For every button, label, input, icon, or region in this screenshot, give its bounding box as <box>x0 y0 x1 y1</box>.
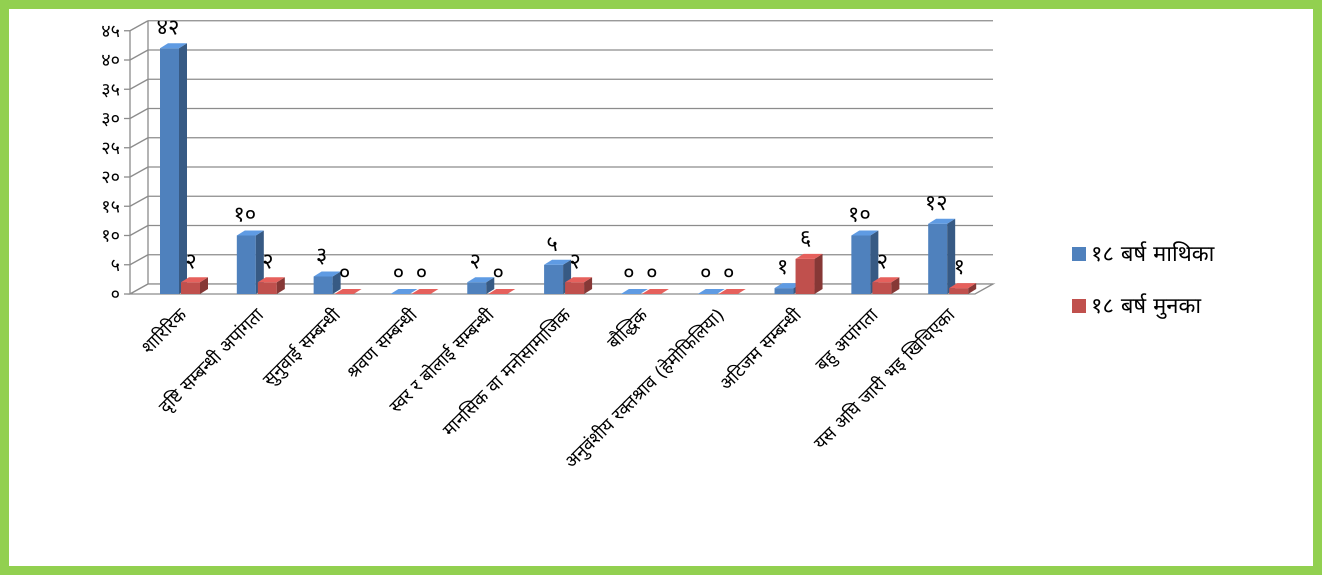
gridline-left <box>129 224 149 237</box>
data-label-series-1: १२ <box>925 191 948 216</box>
bar-series-2 <box>795 253 823 294</box>
y-tick-label: २५ <box>101 138 120 159</box>
data-label-series-2: २ <box>877 249 888 274</box>
bar-series-2 <box>334 289 362 294</box>
gridline-left <box>129 254 149 266</box>
bar-series-1 <box>390 289 418 294</box>
bar-series-1 <box>160 43 187 294</box>
y-tick-label: ० <box>111 284 120 305</box>
data-label-series-1: १ <box>777 255 788 280</box>
bar-series-2 <box>872 277 900 294</box>
bar-series-2 <box>411 289 439 294</box>
bar-series-1 <box>467 277 495 294</box>
bar-series-2 <box>181 277 208 294</box>
category-label: सुनुवाई सम्बन्धी <box>258 304 345 391</box>
y-tick-label: १५ <box>101 196 120 217</box>
data-label-series-1: ४२ <box>157 15 180 40</box>
data-label-series-2: ६ <box>800 226 811 251</box>
bar-series-1 <box>851 230 879 294</box>
gridline-left <box>129 78 149 90</box>
data-label-series-1: ० <box>623 261 634 286</box>
data-label-series-2: ० <box>416 261 427 286</box>
data-label-series-2: २ <box>569 249 580 274</box>
gridline-left <box>129 49 149 61</box>
bar-series-2 <box>949 283 977 294</box>
data-label-series-1: १० <box>848 203 871 228</box>
data-label-series-2: ० <box>493 261 504 286</box>
gridline-left <box>129 20 149 32</box>
bar-series-1 <box>620 289 648 294</box>
category-label: बहु अपांगता <box>812 304 884 376</box>
data-label-series-2: २ <box>185 249 196 274</box>
data-label-series-1: ० <box>700 261 711 286</box>
y-tick-label: ५ <box>111 255 120 276</box>
legend-swatch <box>1072 247 1086 261</box>
legend-label: १८ बर्ष माथिका <box>1091 241 1215 267</box>
category-label: मानसिक वा मनोसामाजिक <box>438 303 576 441</box>
bar-series-2 <box>641 289 669 294</box>
data-label-series-1: २ <box>470 249 481 274</box>
category-label: श्रवण सम्बन्धी <box>342 304 422 384</box>
bar-series-2 <box>488 289 516 294</box>
data-label-series-2: ० <box>723 261 734 286</box>
data-label-series-2: ० <box>339 261 350 286</box>
bar-series-1 <box>697 289 725 294</box>
legend-swatch <box>1072 299 1086 313</box>
data-label-series-2: ० <box>646 261 657 286</box>
category-label: यस अघि जारी भइ खिचिएका <box>809 304 959 454</box>
bar-series-2 <box>565 277 593 294</box>
data-label-series-1: ५ <box>546 232 557 257</box>
bar-series-2 <box>257 277 285 294</box>
gridline-left <box>129 195 149 207</box>
data-label-series-1: ० <box>393 261 404 286</box>
y-tick-label: ४५ <box>101 21 120 42</box>
category-label: शारिरिक <box>137 303 192 358</box>
category-label: बौद्धिक <box>603 303 653 353</box>
bar-series-1 <box>236 230 264 294</box>
y-tick-label: ३० <box>101 109 120 130</box>
data-label-series-1: ३ <box>316 243 327 268</box>
data-label-series-2: १ <box>953 255 964 280</box>
gridline-left <box>129 137 149 149</box>
legend-label: १८ बर्ष मुनका <box>1091 293 1201 319</box>
bar-series-1 <box>928 218 956 294</box>
bar-series-2 <box>718 289 746 294</box>
gridline-left <box>129 166 149 178</box>
category-label: अनुवंशीय रक्तश्राव (हेमोफिलिया) <box>560 304 729 473</box>
y-tick-label: २० <box>101 167 120 188</box>
y-tick-label: ४० <box>101 50 120 71</box>
data-label-series-1: १० <box>233 203 256 228</box>
data-label-series-2: २ <box>262 249 273 274</box>
y-tick-label: ३५ <box>101 79 120 100</box>
y-tick-label: १० <box>101 226 120 247</box>
bar-series-1 <box>313 271 341 294</box>
gridline-left <box>129 107 149 120</box>
category-label: अटिजम सम्बन्धी <box>715 304 806 395</box>
